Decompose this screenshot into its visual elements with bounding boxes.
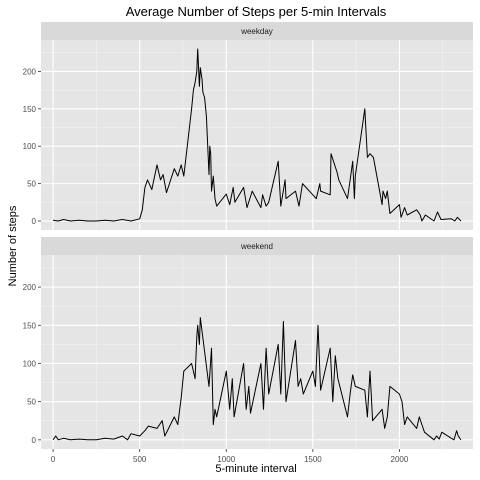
series-line-weekend (52, 317, 462, 441)
series-line-weekday (53, 48, 462, 222)
y-tick-label: 0 (32, 436, 37, 445)
y-tick-label: 200 (23, 283, 37, 292)
x-tick-label: 1500 (304, 455, 322, 464)
y-tick-label: 50 (27, 180, 36, 189)
x-tick-label: 1000 (217, 455, 235, 464)
strip-weekend (41, 237, 473, 255)
x-tick-label: 0 (51, 455, 56, 464)
strip-label-weekend: weekend (240, 242, 273, 251)
y-tick-label: 100 (23, 359, 37, 368)
y-tick-label: 150 (23, 321, 37, 330)
chart-title: Average Number of Steps per 5-min Interv… (126, 4, 387, 19)
panel-background-weekend (41, 255, 473, 449)
strip-weekday (41, 22, 473, 40)
y-tick-label: 100 (23, 142, 37, 151)
strip-label-weekday: weekday (240, 27, 273, 36)
x-tick-label: 500 (133, 455, 147, 464)
x-axis-title: 5-minute interval (215, 463, 296, 475)
y-tick-label: 200 (23, 67, 37, 76)
y-tick-label: 50 (27, 398, 36, 407)
y-tick-label: 0 (32, 217, 37, 226)
y-tick-label: 150 (23, 105, 37, 114)
y-axis-title: Number of steps (7, 205, 19, 286)
x-tick-label: 2000 (391, 455, 409, 464)
facet-weekday: weekday 0 50 100 150 200 (23, 22, 473, 230)
panel-background-weekday (41, 40, 473, 230)
